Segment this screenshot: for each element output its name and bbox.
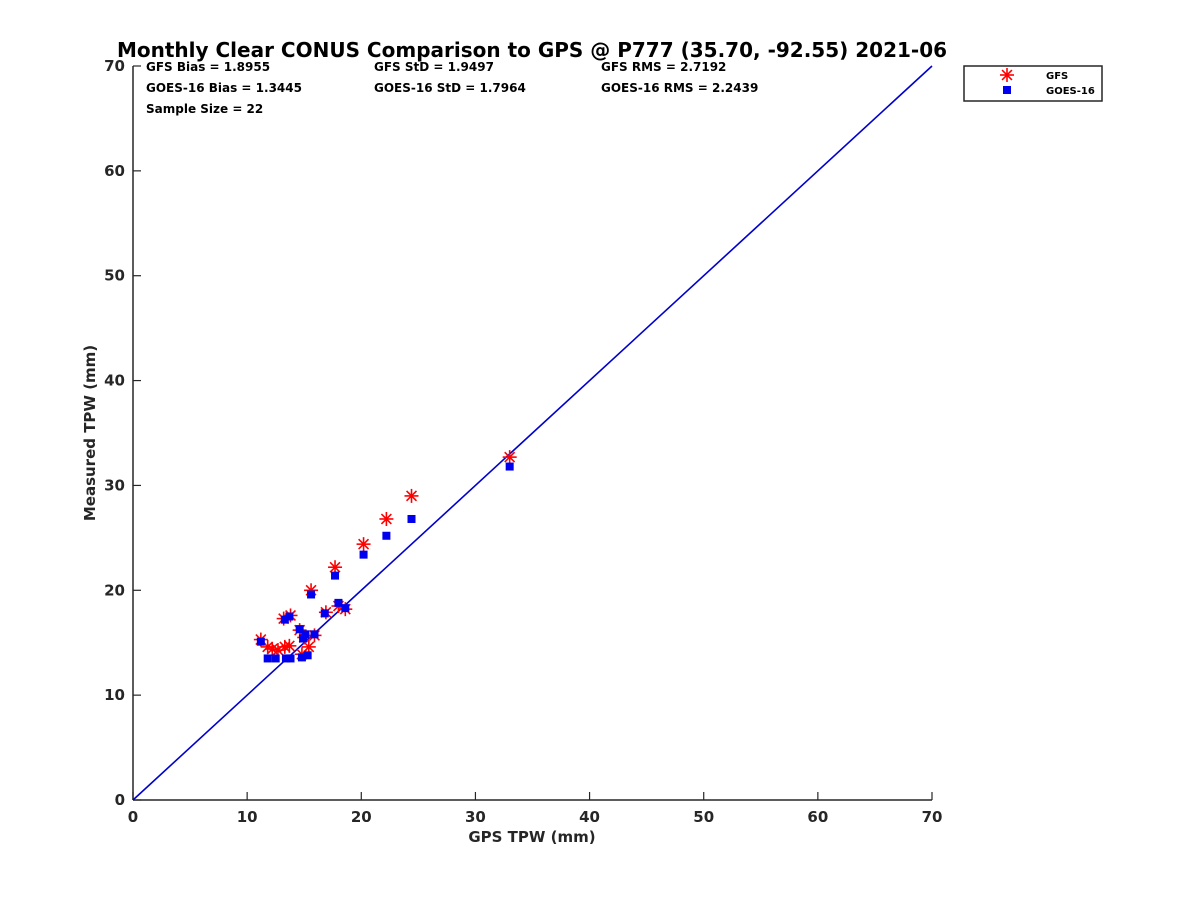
goes16-point <box>331 571 340 580</box>
data-points <box>253 450 517 663</box>
goes16-point <box>310 630 319 639</box>
x-tick-label: 40 <box>579 808 600 826</box>
gfs-point <box>379 511 394 526</box>
legend-box <box>963 65 1103 102</box>
chart-title: Monthly Clear CONUS Comparison to GPS @ … <box>117 38 947 62</box>
goes16-std: GOES-16 StD = 1.7964 <box>374 81 526 95</box>
gfs-point <box>301 639 316 654</box>
goes16-point <box>280 615 289 624</box>
y-tick-label: 60 <box>104 162 125 180</box>
goes16-point <box>286 654 295 663</box>
stats-block: GFS Bias = 1.8955 GFS StD = 1.9497 GFS R… <box>146 60 758 116</box>
x-tick-label: 60 <box>807 808 828 826</box>
goes16-point <box>359 550 368 559</box>
legend-goes16-label: GOES-16 <box>1046 86 1095 97</box>
gfs-bias: GFS Bias = 1.8955 <box>146 60 270 74</box>
goes16-point <box>263 654 272 663</box>
x-tick-label: 0 <box>128 808 138 826</box>
y-tick-label: 70 <box>104 57 125 75</box>
identity-line <box>132 65 933 801</box>
legend-goes16-marker <box>1003 86 1011 94</box>
y-tick-label: 40 <box>104 372 125 390</box>
sample-size: Sample Size = 22 <box>146 102 263 116</box>
gfs-point <box>502 450 517 465</box>
goes16-point <box>303 651 312 660</box>
goes16-point <box>271 654 280 663</box>
goes16-point <box>281 654 290 663</box>
gfs-point <box>282 638 297 653</box>
goes16-point <box>382 531 391 540</box>
ticks: 0 10 20 30 40 50 60 70 0 10 20 30 40 50 60 70 <box>104 57 942 826</box>
goes16-point <box>307 590 316 599</box>
goes16-point <box>285 612 294 621</box>
goes16-point <box>341 604 350 613</box>
goes16-bias: GOES-16 Bias = 1.3445 <box>146 81 302 95</box>
x-tick-label: 70 <box>922 808 943 826</box>
x-tick-label: 10 <box>237 808 258 826</box>
goes16-point <box>297 653 306 662</box>
legend-gfs-asterisk <box>1000 68 1014 82</box>
legend-gfs-marker <box>1000 68 1014 82</box>
y-axis-label: Measured TPW (mm) <box>81 345 99 521</box>
axes <box>132 66 932 801</box>
gfs-std: GFS StD = 1.9497 <box>374 60 494 74</box>
x-axis-label: GPS TPW (mm) <box>468 828 595 846</box>
x-tick-label: 30 <box>465 808 486 826</box>
goes16-point <box>299 634 308 643</box>
goes16-point <box>407 514 416 523</box>
goes16-point <box>320 609 329 618</box>
goes16-point <box>295 625 304 634</box>
x-tick-label: 20 <box>351 808 372 826</box>
goes16-point <box>256 637 265 646</box>
gfs-point <box>404 488 419 503</box>
y-tick-label: 0 <box>115 791 125 809</box>
gfs-rms: GFS RMS = 2.7192 <box>601 60 726 74</box>
y-tick-label: 10 <box>104 686 125 704</box>
x-tick-label: 50 <box>693 808 714 826</box>
goes16-point <box>301 630 310 639</box>
goes16-point <box>334 598 343 607</box>
gfs-point <box>356 537 371 552</box>
legend-gfs-label: GFS <box>1046 71 1068 82</box>
goes16-rms: GOES-16 RMS = 2.2439 <box>601 81 758 95</box>
y-tick-label: 30 <box>104 476 125 494</box>
legend: GFS GOES-16 <box>963 65 1103 102</box>
y-tick-label: 20 <box>104 581 125 599</box>
goes16-point <box>505 462 514 471</box>
y-tick-label: 50 <box>104 267 125 285</box>
identity-line-group <box>132 65 933 801</box>
